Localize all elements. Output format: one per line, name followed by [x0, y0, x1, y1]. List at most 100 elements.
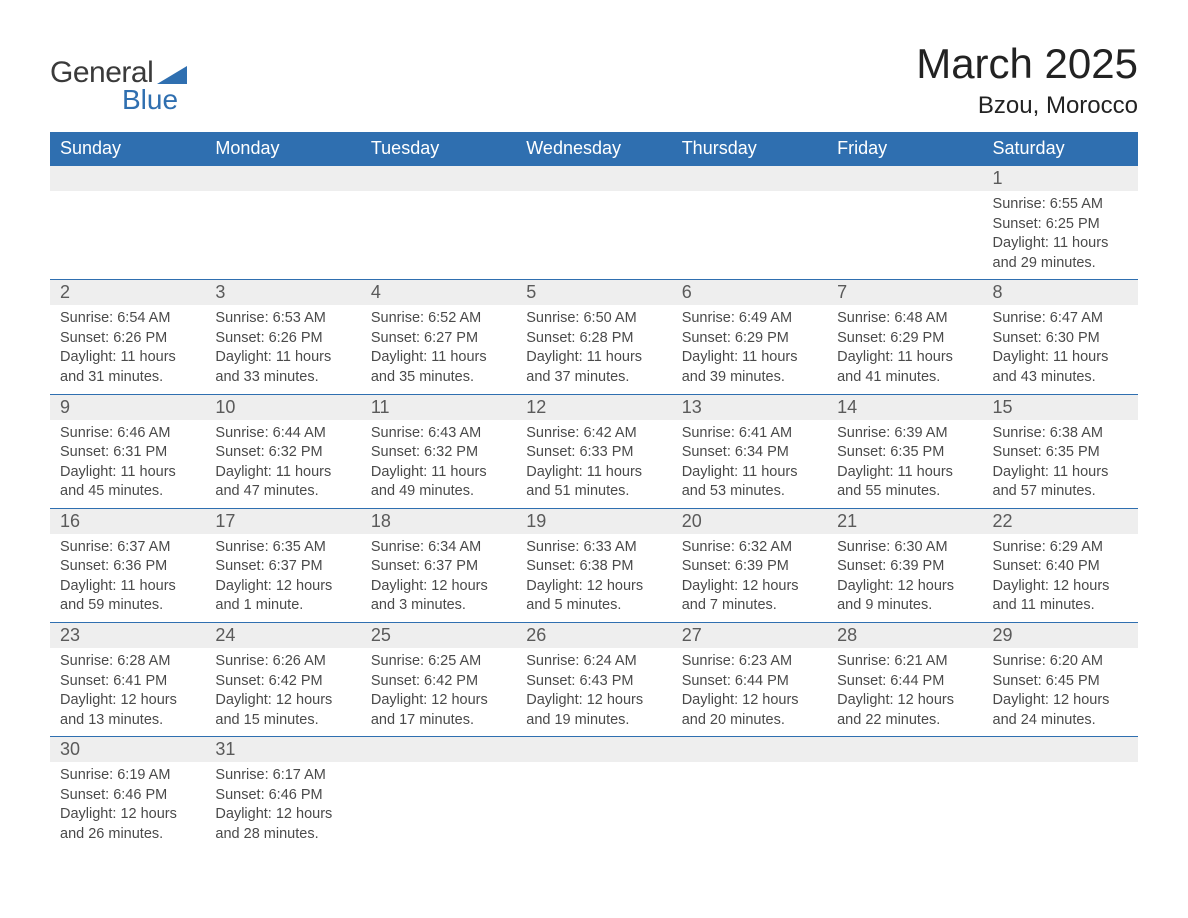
sunrise-text: Sunrise: 6:41 AM: [682, 425, 792, 441]
sunrise-text: Sunrise: 6:33 AM: [526, 539, 636, 555]
daylight-text-1: Daylight: 12 hours: [526, 578, 643, 594]
daylight-text-2: and 5 minutes.: [526, 597, 621, 613]
daylight-text-2: and 35 minutes.: [371, 369, 474, 385]
sunset-text: Sunset: 6:43 PM: [526, 673, 633, 689]
day-number-row: 16171819202122: [50, 508, 1138, 534]
daylight-text-1: Daylight: 11 hours: [526, 464, 642, 480]
day-number-cell: 27: [672, 623, 827, 649]
day-number-cell: 20: [672, 508, 827, 534]
day-number-row: 1: [50, 166, 1138, 192]
daylight-text-1: Daylight: 11 hours: [837, 464, 953, 480]
logo-text-blue: Blue: [50, 84, 178, 116]
day-number-cell: 10: [205, 394, 360, 420]
sunset-text: Sunset: 6:39 PM: [837, 558, 944, 574]
day-info-cell: [361, 762, 516, 850]
daylight-text-2: and 55 minutes.: [837, 483, 940, 499]
daylight-text-1: Daylight: 12 hours: [526, 692, 643, 708]
day-info-row: Sunrise: 6:37 AM Sunset: 6:36 PM Daylight:…: [50, 534, 1138, 623]
daylight-text-2: and 59 minutes.: [60, 597, 163, 613]
day-info-cell: [672, 191, 827, 280]
day-number-cell: [672, 737, 827, 763]
day-info-cell: [672, 762, 827, 850]
daylight-text-2: and 9 minutes.: [837, 597, 932, 613]
sunrise-text: Sunrise: 6:34 AM: [371, 539, 481, 555]
sunrise-text: Sunrise: 6:37 AM: [60, 539, 170, 555]
day-number-cell: 18: [361, 508, 516, 534]
day-info-cell: [516, 191, 671, 280]
day-number-cell: [205, 166, 360, 192]
daylight-text-2: and 3 minutes.: [371, 597, 466, 613]
daylight-text-2: and 43 minutes.: [993, 369, 1096, 385]
daylight-text-1: Daylight: 12 hours: [60, 806, 177, 822]
sunrise-text: Sunrise: 6:17 AM: [215, 767, 325, 783]
day-info-cell: [983, 762, 1138, 850]
sunset-text: Sunset: 6:30 PM: [993, 330, 1100, 346]
sunset-text: Sunset: 6:29 PM: [837, 330, 944, 346]
day-info-cell: Sunrise: 6:44 AMSunset: 6:32 PMDaylight:…: [205, 420, 360, 509]
sunrise-text: Sunrise: 6:46 AM: [60, 425, 170, 441]
day-number-cell: 15: [983, 394, 1138, 420]
daylight-text-2: and 20 minutes.: [682, 712, 785, 728]
daylight-text-1: Daylight: 12 hours: [215, 578, 332, 594]
sunset-text: Sunset: 6:37 PM: [215, 558, 322, 574]
daylight-text-2: and 7 minutes.: [682, 597, 777, 613]
day-info-cell: Sunrise: 6:35 AMSunset: 6:37 PMDaylight:…: [205, 534, 360, 623]
daylight-text-2: and 29 minutes.: [993, 255, 1096, 271]
sunset-text: Sunset: 6:32 PM: [215, 444, 322, 460]
sunset-text: Sunset: 6:31 PM: [60, 444, 167, 460]
sunset-text: Sunset: 6:45 PM: [993, 673, 1100, 689]
daylight-text-2: and 19 minutes.: [526, 712, 629, 728]
day-number-cell: 9: [50, 394, 205, 420]
sunset-text: Sunset: 6:36 PM: [60, 558, 167, 574]
day-info-cell: Sunrise: 6:28 AMSunset: 6:41 PMDaylight:…: [50, 648, 205, 737]
day-info-row: Sunrise: 6:55 AMSunset: 6:25 PMDaylight:…: [50, 191, 1138, 280]
daylight-text-1: Daylight: 11 hours: [682, 349, 798, 365]
day-number-cell: 22: [983, 508, 1138, 534]
day-info-cell: Sunrise: 6:42 AMSunset: 6:33 PMDaylight:…: [516, 420, 671, 509]
day-info-cell: [205, 191, 360, 280]
day-number-cell: [516, 737, 671, 763]
day-info-row: Sunrise: 6:19 AMSunset: 6:46 PMDaylight:…: [50, 762, 1138, 850]
logo: General Blue: [50, 40, 187, 116]
day-number-cell: 3: [205, 280, 360, 306]
sunset-text: Sunset: 6:35 PM: [993, 444, 1100, 460]
calendar-table: SundayMondayTuesdayWednesdayThursdayFrid…: [50, 132, 1138, 851]
sunset-text: Sunset: 6:34 PM: [682, 444, 789, 460]
day-info-cell: Sunrise: 6:54 AMSunset: 6:26 PMDaylight:…: [50, 305, 205, 394]
sunrise-text: Sunrise: 6:23 AM: [682, 653, 792, 669]
day-of-week-header: Wednesday: [516, 132, 671, 166]
sunrise-text: Sunrise: 6:29 AM: [993, 539, 1103, 555]
day-info-cell: Sunrise: 6:34 AM Sunset: 6:37 PM Daylight:…: [361, 534, 516, 623]
daylight-text-1: Daylight: 12 hours: [371, 578, 488, 594]
day-number-row: 23242526272829: [50, 623, 1138, 649]
sunset-text: Sunset: 6:44 PM: [837, 673, 944, 689]
sunset-text: Sunset: 6:35 PM: [837, 444, 944, 460]
daylight-text-2: and 15 minutes.: [215, 712, 318, 728]
day-info-row: Sunrise: 6:28 AMSunset: 6:41 PMDaylight:…: [50, 648, 1138, 737]
day-info-cell: Sunrise: 6:20 AMSunset: 6:45 PMDaylight:…: [983, 648, 1138, 737]
day-info-cell: Sunrise: 6:38 AMSunset: 6:35 PMDaylight:…: [983, 420, 1138, 509]
sunset-text: Sunset: 6:41 PM: [60, 673, 167, 689]
day-info-cell: Sunrise: 6:55 AMSunset: 6:25 PMDaylight:…: [983, 191, 1138, 280]
daylight-text-1: Daylight: 12 hours: [682, 692, 799, 708]
day-number-cell: 14: [827, 394, 982, 420]
day-number-cell: 19: [516, 508, 671, 534]
day-info-cell: Sunrise: 6:19 AMSunset: 6:46 PMDaylight:…: [50, 762, 205, 850]
sunrise-text: Sunrise: 6:49 AM: [682, 310, 792, 326]
daylight-text-2: and 57 minutes.: [993, 483, 1096, 499]
sunset-text: Sunset: 6:37 PM: [371, 558, 478, 574]
daylight-text-1: Daylight: 11 hours: [371, 349, 487, 365]
day-info-cell: Sunrise: 6:52 AMSunset: 6:27 PMDaylight:…: [361, 305, 516, 394]
daylight-text-2: and 28 minutes.: [215, 826, 318, 842]
sunset-text: Sunset: 6:39 PM: [682, 558, 789, 574]
daylight-text-2: and 26 minutes.: [60, 826, 163, 842]
daylight-text-1: Daylight: 11 hours: [371, 464, 487, 480]
day-info-row: Sunrise: 6:54 AMSunset: 6:26 PMDaylight:…: [50, 305, 1138, 394]
daylight-text-2: and 37 minutes.: [526, 369, 629, 385]
daylight-text-2: and 22 minutes.: [837, 712, 940, 728]
sunset-text: Sunset: 6:25 PM: [993, 216, 1100, 232]
day-number-cell: [516, 166, 671, 192]
day-number-cell: 5: [516, 280, 671, 306]
daylight-text-1: Daylight: 12 hours: [371, 692, 488, 708]
daylight-text-1: Daylight: 12 hours: [60, 692, 177, 708]
